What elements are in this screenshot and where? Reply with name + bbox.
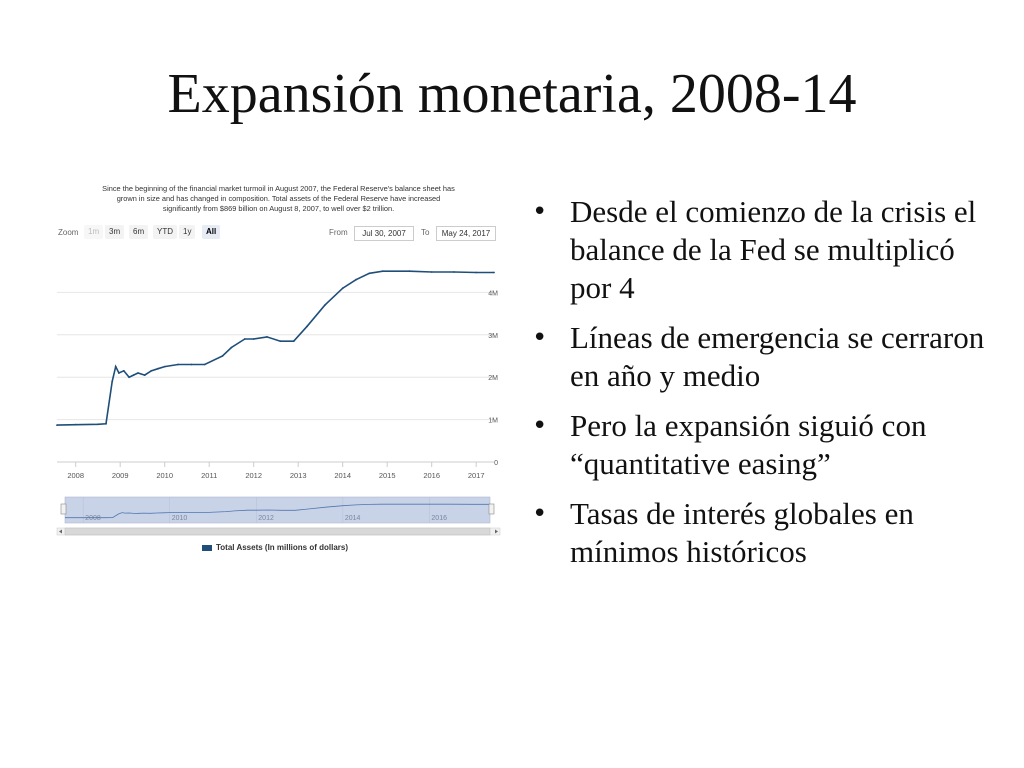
zoom-all-button[interactable]: All bbox=[202, 225, 221, 239]
data-point bbox=[243, 338, 246, 340]
data-point bbox=[56, 424, 58, 426]
navigator-year-label: 2012 bbox=[258, 515, 274, 522]
data-point bbox=[266, 336, 268, 338]
fed-balance-chart-widget: Since the beginning of the financial mar… bbox=[56, 180, 501, 560]
bullet-item: • Pero la expansión siguió con “quantitat… bbox=[530, 407, 1000, 483]
data-point bbox=[252, 338, 255, 340]
scroll-left-arrow-icon[interactable] bbox=[59, 529, 62, 534]
caption-line: Since the beginning of the financial mar… bbox=[102, 184, 455, 193]
data-point bbox=[203, 363, 206, 366]
chart-legend[interactable]: Total Assets (In millions of dollars) bbox=[202, 543, 348, 552]
data-point bbox=[74, 423, 77, 426]
data-point bbox=[230, 346, 233, 349]
bullet-item: • Desde el comienzo de la crisis el balan… bbox=[530, 193, 1000, 307]
data-point bbox=[355, 278, 357, 281]
legend-swatch bbox=[202, 544, 212, 551]
zoom-ytd-button[interactable]: YTD bbox=[153, 225, 177, 239]
data-point bbox=[157, 367, 159, 370]
range-navigator[interactable]: 2008 2010 2012 2014 2016 bbox=[56, 494, 501, 554]
data-point bbox=[408, 270, 411, 273]
data-point bbox=[368, 272, 371, 275]
data-point bbox=[279, 340, 282, 343]
bullet-text: Desde el comienzo de la crisis el balanc… bbox=[570, 194, 977, 305]
data-point bbox=[137, 372, 139, 374]
y-tick-label: 0 bbox=[494, 460, 498, 467]
data-point bbox=[324, 304, 326, 306]
bullet-dot-icon: • bbox=[532, 197, 548, 227]
data-point bbox=[306, 325, 308, 328]
data-point bbox=[128, 376, 130, 379]
zoom-6m-button[interactable]: 6m bbox=[129, 225, 149, 239]
data-point bbox=[150, 369, 153, 372]
navigator-right-handle[interactable] bbox=[488, 503, 495, 515]
data-point bbox=[118, 372, 120, 374]
navigator-year-label: 2014 bbox=[345, 515, 361, 522]
bullet-item: • Líneas de emergencia se cerraron en año… bbox=[530, 319, 1000, 395]
navigator-year-label: 2010 bbox=[172, 515, 188, 522]
legend-label: Total Assets (In millions of dollars) bbox=[216, 543, 349, 552]
navigator-year-label: 2016 bbox=[431, 515, 447, 522]
x-tick-label: 2015 bbox=[379, 471, 396, 480]
chart-caption: Since the beginning of the financial mar… bbox=[57, 184, 500, 214]
data-point bbox=[381, 270, 384, 273]
bullet-dot-icon: • bbox=[532, 411, 548, 441]
navigator-scrollbar-thumb[interactable] bbox=[64, 527, 491, 536]
zoom-label: Zoom bbox=[58, 228, 79, 237]
x-tick-label: 2011 bbox=[201, 471, 217, 480]
from-label: From bbox=[329, 228, 348, 237]
zoom-1m-button[interactable]: 1m bbox=[84, 225, 104, 239]
data-point bbox=[143, 374, 146, 376]
x-tick-label: 2014 bbox=[334, 471, 351, 480]
x-tick-label: 2012 bbox=[245, 471, 262, 480]
x-tick-label: 2009 bbox=[112, 471, 129, 480]
from-date-input[interactable]: Jul 30, 2007 bbox=[354, 226, 414, 241]
main-line-chart: 0 1M 2M 3M 4M 2008 2009 2010 2011 2012 2013 2014 201… bbox=[56, 270, 498, 480]
data-point bbox=[132, 374, 135, 376]
bullet-dot-icon: • bbox=[532, 323, 548, 353]
slide-title: Expansión monetaria, 2008-14 bbox=[167, 63, 857, 125]
zoom-3m-button[interactable]: 3m bbox=[105, 225, 125, 239]
data-point bbox=[97, 423, 99, 426]
scroll-right-arrow-icon[interactable] bbox=[495, 529, 498, 534]
bullet-text: Pero la expansión siguió con “quantitati… bbox=[570, 408, 927, 481]
x-tick-label: 2017 bbox=[468, 471, 485, 480]
y-tick-label: 3M bbox=[488, 333, 498, 340]
data-point bbox=[453, 271, 455, 273]
x-tick-label: 2008 bbox=[67, 471, 84, 480]
x-tick-label: 2013 bbox=[290, 471, 307, 480]
y-tick-label: 1M bbox=[488, 418, 498, 425]
bullet-list: • Desde el comienzo de la crisis el balan… bbox=[530, 193, 1000, 583]
data-point bbox=[105, 422, 107, 425]
x-tick-label: 2010 bbox=[156, 471, 173, 480]
data-point bbox=[111, 380, 114, 383]
data-point bbox=[292, 340, 295, 343]
zoom-1y-button[interactable]: 1y bbox=[179, 225, 196, 239]
data-point bbox=[190, 363, 193, 366]
data-point bbox=[430, 271, 433, 273]
y-tick-label: 2M bbox=[488, 375, 498, 382]
data-point bbox=[114, 365, 117, 368]
caption-line: grown in size and has changed in composi… bbox=[116, 194, 441, 203]
data-point bbox=[122, 369, 125, 372]
data-point bbox=[493, 271, 495, 274]
bullet-dot-icon: • bbox=[532, 499, 548, 529]
bullet-text: Líneas de emergencia se cerraron en año … bbox=[570, 320, 985, 393]
data-point bbox=[177, 363, 179, 366]
total-assets-line bbox=[56, 270, 494, 426]
bullet-item: • Tasas de interés globales en mínimos hi… bbox=[530, 495, 1000, 571]
navigator-line bbox=[65, 503, 490, 519]
y-tick-label: 4M bbox=[488, 290, 498, 297]
x-tick-label: 2016 bbox=[423, 471, 440, 480]
navigator-year-label: 2008 bbox=[85, 515, 101, 522]
caption-line: significantly from $869 billion on Augus… bbox=[162, 204, 395, 213]
to-label: To bbox=[421, 228, 430, 237]
bullet-text: Tasas de interés globales en mínimos his… bbox=[570, 496, 914, 569]
data-point bbox=[163, 365, 166, 368]
navigator-left-handle[interactable] bbox=[60, 503, 67, 515]
data-point bbox=[221, 355, 224, 357]
data-point bbox=[475, 271, 478, 274]
data-point bbox=[341, 287, 344, 290]
to-date-input[interactable]: May 24, 2017 bbox=[436, 226, 496, 241]
